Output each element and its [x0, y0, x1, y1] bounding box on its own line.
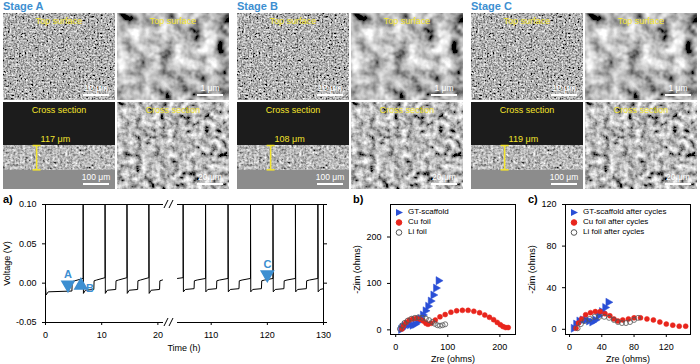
html-text:a): a) — [3, 193, 13, 205]
svg-text:1 μm: 1 μm — [200, 83, 219, 93]
svg-text:120: 120 — [541, 199, 556, 209]
svg-text:10: 10 — [97, 330, 107, 340]
svg-text:119 μm: 119 μm — [509, 134, 539, 144]
html-text:c): c) — [528, 193, 538, 205]
svg-text:Top surface: Top surface — [150, 16, 197, 26]
svg-text:Cross section: Cross section — [32, 105, 87, 115]
svg-text:0: 0 — [43, 330, 48, 340]
svg-text:10 μm: 10 μm — [552, 83, 576, 93]
svg-text:100: 100 — [366, 278, 381, 288]
svg-text:20 μm: 20 μm — [198, 172, 222, 182]
svg-text:200: 200 — [492, 342, 507, 352]
svg-text:Top surface: Top surface — [618, 16, 665, 26]
svg-text:0.05: 0.05 — [19, 239, 37, 249]
svg-text:120: 120 — [659, 342, 674, 352]
svg-text:0: 0 — [393, 342, 398, 352]
svg-text:100: 100 — [440, 342, 455, 352]
svg-text:C: C — [263, 258, 271, 270]
svg-text:0: 0 — [567, 342, 572, 352]
html-text:GT-scaffold: GT-scaffold — [408, 207, 449, 216]
svg-text:Cross section: Cross section — [380, 105, 435, 115]
html-text:Time (h): Time (h) — [167, 343, 201, 353]
svg-text:Top surface: Top surface — [36, 16, 83, 26]
svg-text:Cross section: Cross section — [614, 105, 669, 115]
svg-text:0: 0 — [551, 324, 556, 334]
svg-text:-0.05: -0.05 — [16, 317, 37, 327]
svg-text:0: 0 — [376, 325, 381, 335]
svg-text:0.00: 0.00 — [19, 278, 37, 288]
html-text:Cu foil: Cu foil — [408, 217, 431, 226]
html-text:b): b) — [353, 193, 364, 205]
svg-text:B: B — [86, 282, 94, 294]
svg-text:100 μm: 100 μm — [316, 172, 345, 182]
html-text:Li foil: Li foil — [408, 227, 427, 236]
svg-text:10 μm: 10 μm — [318, 83, 342, 93]
svg-text:A: A — [64, 268, 72, 280]
svg-text:Stage A: Stage A — [3, 0, 44, 12]
svg-text:-Zim (ohms): -Zim (ohms) — [352, 245, 362, 294]
svg-text:40: 40 — [597, 342, 607, 352]
svg-text:130: 130 — [316, 330, 331, 340]
svg-text:80: 80 — [546, 241, 556, 251]
svg-text:Stage C: Stage C — [471, 0, 512, 12]
svg-text:Zre (ohms): Zre (ohms) — [606, 354, 650, 364]
svg-text:108 μm: 108 μm — [275, 134, 305, 144]
svg-text:10 μm: 10 μm — [84, 83, 108, 93]
svg-text:Top surface: Top surface — [270, 16, 317, 26]
svg-text:-Zim (ohms): -Zim (ohms) — [527, 245, 537, 294]
svg-text:1 μm: 1 μm — [434, 83, 453, 93]
svg-text:20 μm: 20 μm — [666, 172, 690, 182]
svg-text:20: 20 — [153, 330, 163, 340]
svg-text:Zre (ohms): Zre (ohms) — [431, 354, 475, 364]
svg-text:100 μm: 100 μm — [550, 172, 579, 182]
svg-text:Stage B: Stage B — [237, 0, 278, 12]
html-text:GT-scaffold after cycles: GT-scaffold after cycles — [583, 207, 667, 216]
svg-text:120: 120 — [260, 330, 275, 340]
svg-text:Top surface: Top surface — [504, 16, 551, 26]
svg-text:0.10: 0.10 — [19, 199, 37, 209]
svg-text:100 μm: 100 μm — [82, 172, 111, 182]
svg-text:80: 80 — [629, 342, 639, 352]
svg-text:Cross section: Cross section — [146, 105, 201, 115]
svg-text:20 μm: 20 μm — [432, 172, 456, 182]
svg-text:Cross section: Cross section — [266, 105, 321, 115]
svg-text:Cross section: Cross section — [500, 105, 555, 115]
svg-text:117 μm: 117 μm — [41, 134, 71, 144]
svg-text:Voltage (V): Voltage (V) — [2, 241, 12, 286]
html-text:Li foil after cycles: Li foil after cycles — [583, 227, 645, 236]
svg-text:40: 40 — [546, 283, 556, 293]
svg-text:1 μm: 1 μm — [668, 83, 687, 93]
svg-text:110: 110 — [204, 330, 218, 340]
svg-text:Top surface: Top surface — [384, 16, 431, 26]
html-text:Cu foil after cycles: Cu foil after cycles — [583, 217, 649, 226]
svg-text:200: 200 — [366, 232, 381, 242]
